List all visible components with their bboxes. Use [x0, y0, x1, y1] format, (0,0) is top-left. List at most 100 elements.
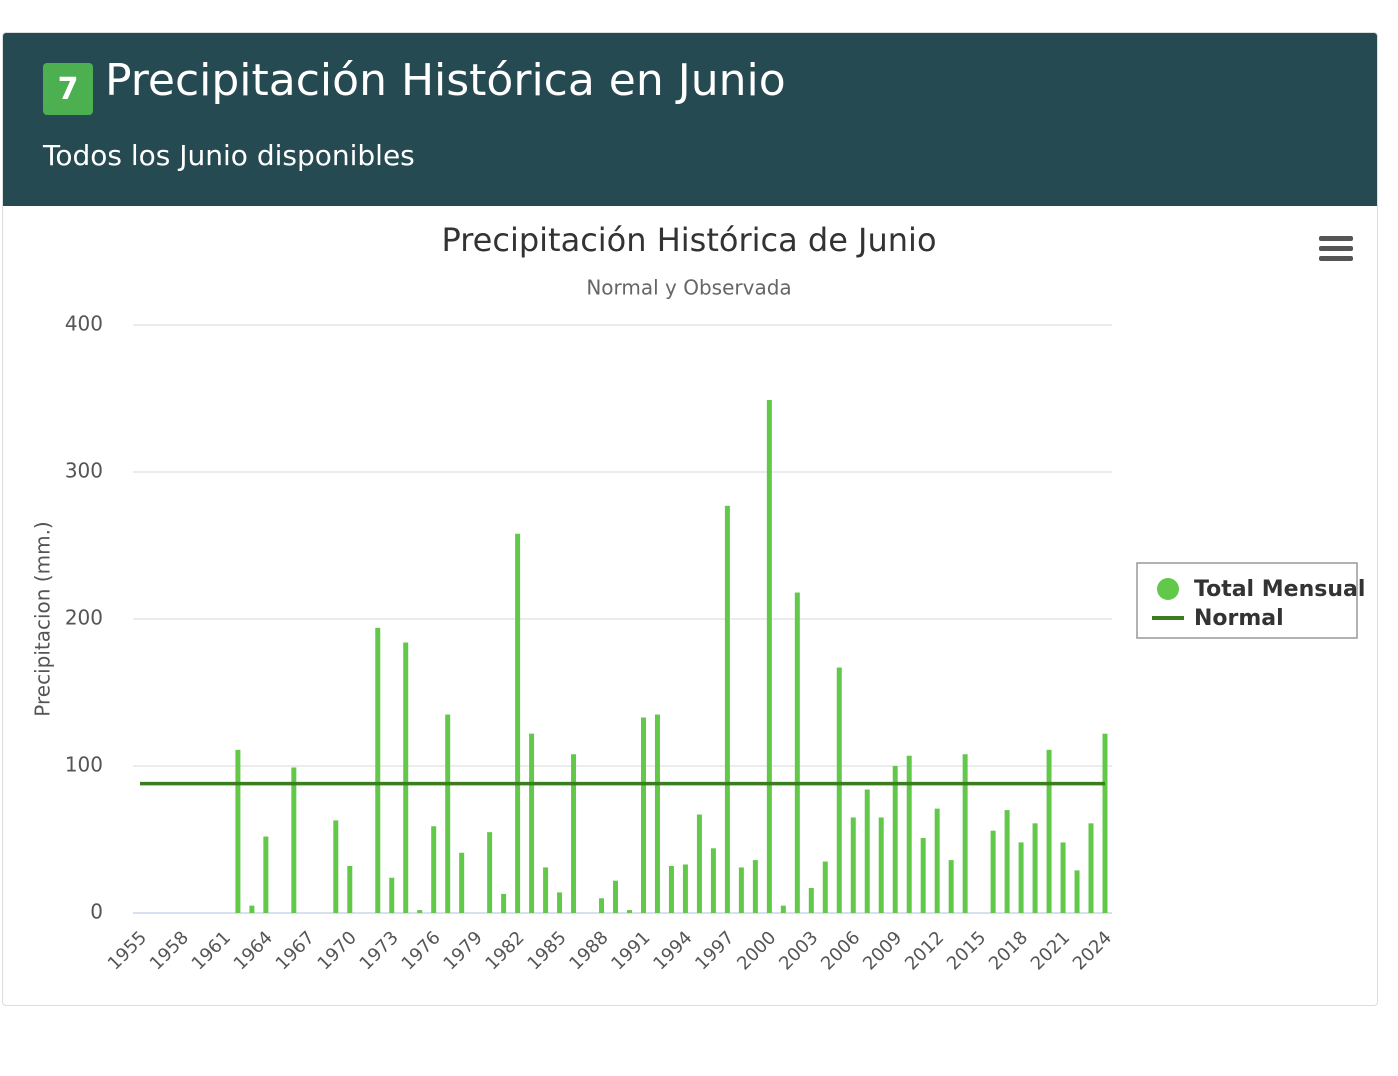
bar — [1060, 842, 1066, 913]
bar — [808, 888, 814, 913]
x-tick-label: 1973 — [356, 927, 403, 974]
bar — [389, 877, 395, 913]
x-tick-label: 1994 — [649, 927, 696, 974]
badge: 7 — [43, 63, 93, 115]
bar — [403, 642, 409, 913]
bar — [515, 533, 521, 913]
bar — [263, 836, 269, 913]
bar — [752, 860, 758, 913]
bar — [1102, 733, 1108, 913]
bar — [724, 505, 730, 913]
bar — [626, 910, 632, 913]
bar — [738, 867, 744, 913]
x-tick-label: 1976 — [398, 927, 445, 974]
bar — [794, 592, 800, 913]
bar — [822, 861, 828, 913]
y-tick-label: 0 — [90, 900, 103, 924]
bar — [1004, 810, 1010, 913]
bar — [892, 766, 898, 913]
x-tick-label: 2018 — [985, 927, 1032, 974]
bar — [640, 717, 646, 913]
legend-symbol — [1157, 578, 1179, 600]
bar — [375, 627, 381, 913]
y-axis-label: Precipitacion (mm.) — [31, 521, 55, 716]
bar — [836, 667, 842, 913]
x-tick-label: 2006 — [817, 927, 864, 974]
header-subtitle: Todos los Junio disponibles — [43, 139, 415, 172]
bar — [557, 892, 563, 913]
bar — [1046, 749, 1052, 913]
bar — [347, 865, 353, 913]
x-tick-label: 2003 — [775, 927, 822, 974]
bar — [249, 905, 255, 913]
bar — [766, 399, 772, 914]
bar — [710, 848, 716, 913]
y-tick-label: 400 — [65, 312, 103, 336]
bar — [431, 826, 437, 913]
bar — [668, 865, 674, 913]
chart-subtitle: Normal y Observada — [586, 276, 791, 300]
legend-label: Total Mensual — [1194, 577, 1365, 602]
header-title: Precipitación Histórica en Junio — [105, 55, 786, 106]
bar — [445, 714, 451, 913]
bar — [599, 898, 605, 913]
bar — [1032, 823, 1038, 913]
bar — [780, 905, 786, 913]
x-tick-label: 2000 — [733, 927, 780, 974]
card: 7 Precipitación Histórica en Junio Todos… — [2, 32, 1378, 1006]
x-tick-label: 1958 — [146, 927, 193, 974]
bar — [1018, 842, 1024, 913]
bar — [417, 910, 423, 913]
chart-title: Precipitación Histórica de Junio — [441, 221, 936, 259]
bar — [571, 754, 577, 913]
x-tick-label: 2012 — [901, 927, 948, 974]
bar — [906, 755, 912, 913]
x-tick-label: 1988 — [565, 927, 612, 974]
bar — [543, 867, 549, 913]
bar — [501, 893, 507, 913]
x-tick-label: 2009 — [859, 927, 906, 974]
x-tick-label: 1961 — [188, 927, 235, 974]
bar — [613, 880, 619, 913]
bar — [990, 830, 996, 913]
x-tick-label: 1964 — [230, 927, 277, 974]
bar — [920, 838, 926, 913]
y-tick-label: 300 — [65, 459, 103, 483]
x-tick-label: 1997 — [691, 927, 738, 974]
bar — [682, 864, 688, 913]
card-header: 7 Precipitación Histórica en Junio Todos… — [3, 33, 1377, 206]
x-tick-label: 1955 — [104, 927, 151, 974]
bar — [333, 820, 339, 913]
bar — [654, 714, 660, 913]
bar — [850, 817, 856, 913]
bar — [235, 749, 241, 913]
bar — [487, 832, 493, 913]
bar — [864, 789, 870, 913]
bar — [878, 817, 884, 913]
x-tick-label: 2024 — [1069, 927, 1116, 974]
bar — [1088, 823, 1094, 913]
bar — [529, 733, 535, 913]
legend-box — [1136, 562, 1358, 639]
bar — [948, 860, 954, 913]
legend-label: Normal — [1194, 606, 1284, 631]
y-tick-label: 100 — [65, 753, 103, 777]
x-tick-label: 1979 — [439, 927, 486, 974]
menu-icon[interactable] — [1319, 236, 1353, 261]
bar — [459, 852, 465, 913]
x-tick-label: 1985 — [523, 927, 570, 974]
bar — [696, 814, 702, 913]
bar — [934, 808, 940, 913]
x-tick-label: 2021 — [1027, 927, 1074, 974]
x-tick-label: 1970 — [314, 927, 361, 974]
x-tick-label: 2015 — [943, 927, 990, 974]
bar — [962, 754, 968, 913]
x-tick-label: 1991 — [607, 927, 654, 974]
x-tick-label: 1967 — [272, 927, 319, 974]
y-tick-label: 200 — [65, 606, 103, 630]
bar — [291, 767, 297, 913]
x-tick-label: 1982 — [481, 927, 528, 974]
bar — [1074, 870, 1080, 913]
